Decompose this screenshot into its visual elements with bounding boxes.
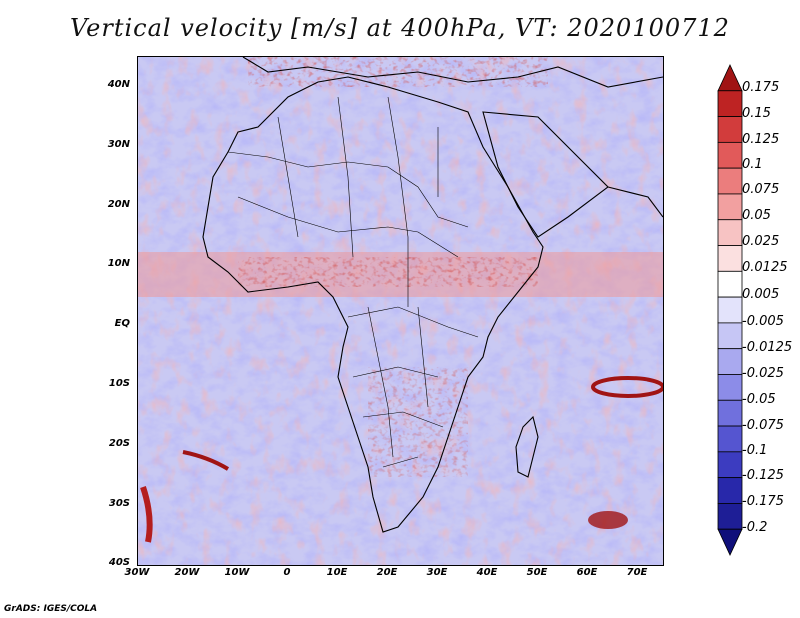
colorbar-label: 0.05 bbox=[742, 208, 771, 223]
cyclone-indian-ocean bbox=[591, 376, 663, 398]
lon-tick-label: 70E bbox=[626, 567, 648, 578]
colorbar-label: -0.05 bbox=[742, 392, 776, 407]
colorbar-label: 0.175 bbox=[742, 80, 780, 95]
coastlines bbox=[202, 57, 663, 533]
colorbar-swatch bbox=[717, 528, 743, 556]
colorbar-swatch bbox=[717, 399, 743, 427]
field-ascent-texture bbox=[138, 57, 663, 565]
colorbar-label: -0.175 bbox=[742, 494, 784, 509]
front-west-edge bbox=[140, 486, 153, 543]
colorbar-swatch bbox=[717, 270, 743, 298]
arabia-outline bbox=[482, 111, 609, 238]
europe-outline bbox=[242, 57, 663, 88]
colorbar-swatch bbox=[717, 141, 743, 169]
colorbar-swatch bbox=[717, 296, 743, 324]
lat-tick-label: 10N bbox=[107, 258, 130, 269]
colorbar-label: 0.15 bbox=[742, 106, 771, 121]
colorbar-swatch bbox=[717, 451, 743, 479]
map-plot-area bbox=[137, 56, 664, 566]
colorbar-swatch bbox=[717, 193, 743, 221]
colorbar-swatch bbox=[717, 64, 743, 92]
colorbar bbox=[717, 64, 743, 556]
colorbar-swatch bbox=[717, 503, 743, 530]
colorbar-swatch bbox=[717, 477, 743, 504]
lat-tick-label: 40N bbox=[107, 79, 130, 90]
itcz-core bbox=[238, 257, 538, 287]
lat-tick-label: 40S bbox=[108, 557, 130, 568]
lon-tick-label: 0 bbox=[283, 567, 291, 578]
colorbar-label: -0.0125 bbox=[742, 340, 793, 355]
colorbar-label: -0.005 bbox=[742, 314, 784, 329]
lon-tick-label: 50E bbox=[526, 567, 548, 578]
lon-tick-label: 30W bbox=[124, 567, 150, 578]
india-outline bbox=[607, 186, 663, 218]
lat-tick-label: EQ bbox=[114, 318, 130, 329]
lon-tick-label: 20W bbox=[174, 567, 200, 578]
cyclone-south-indian bbox=[588, 511, 628, 529]
colorbar-label: 0.005 bbox=[742, 287, 780, 302]
colorbar-swatch bbox=[717, 425, 743, 453]
lat-tick-label: 20S bbox=[108, 438, 130, 449]
north-africa-convection bbox=[248, 57, 548, 87]
country-borders bbox=[227, 96, 479, 468]
africa-outline bbox=[202, 76, 544, 533]
colorbar-label: 0.125 bbox=[742, 132, 780, 147]
colorbar-label: 0.1 bbox=[742, 157, 763, 172]
velocity-field-map bbox=[138, 57, 663, 565]
lon-tick-label: 10E bbox=[326, 567, 348, 578]
colorbar-label: 0.025 bbox=[742, 234, 780, 249]
lon-tick-label: 10W bbox=[224, 567, 250, 578]
colorbar-label: -0.075 bbox=[742, 418, 784, 433]
lon-tick-label: 40E bbox=[476, 567, 498, 578]
colorbar-label: -0.2 bbox=[742, 520, 768, 535]
lon-tick-label: 60E bbox=[576, 567, 598, 578]
colorbar-swatch bbox=[717, 219, 743, 246]
colorbar-swatch bbox=[717, 322, 743, 350]
colorbar-swatch bbox=[717, 167, 743, 195]
colorbar-label: -0.1 bbox=[742, 443, 768, 458]
colorbar-swatch bbox=[717, 245, 743, 272]
colorbar-label: 0.0125 bbox=[742, 260, 788, 275]
lat-tick-label: 20N bbox=[107, 199, 130, 210]
colorbar-swatch bbox=[717, 90, 743, 117]
madagascar-outline bbox=[515, 415, 539, 478]
colorbar-swatch bbox=[717, 116, 743, 143]
page-title: Vertical velocity [m/s] at 400hPa, VT: 2… bbox=[70, 14, 730, 42]
credit-text: GrADS: IGES/COLA bbox=[4, 604, 98, 614]
colorbar-label: 0.075 bbox=[742, 182, 780, 197]
colorbar-swatch bbox=[717, 374, 743, 401]
colorbar-swatch bbox=[717, 348, 743, 375]
colorbar-label: -0.125 bbox=[742, 468, 784, 483]
colorbar-label: -0.025 bbox=[742, 366, 784, 381]
lat-tick-label: 30N bbox=[107, 139, 130, 150]
front-south-atlantic bbox=[182, 450, 230, 471]
lon-tick-label: 20E bbox=[376, 567, 398, 578]
southern-africa-convection bbox=[368, 367, 468, 477]
lat-tick-label: 30S bbox=[108, 498, 130, 509]
lat-tick-label: 10S bbox=[108, 378, 130, 389]
lon-tick-label: 30E bbox=[426, 567, 448, 578]
